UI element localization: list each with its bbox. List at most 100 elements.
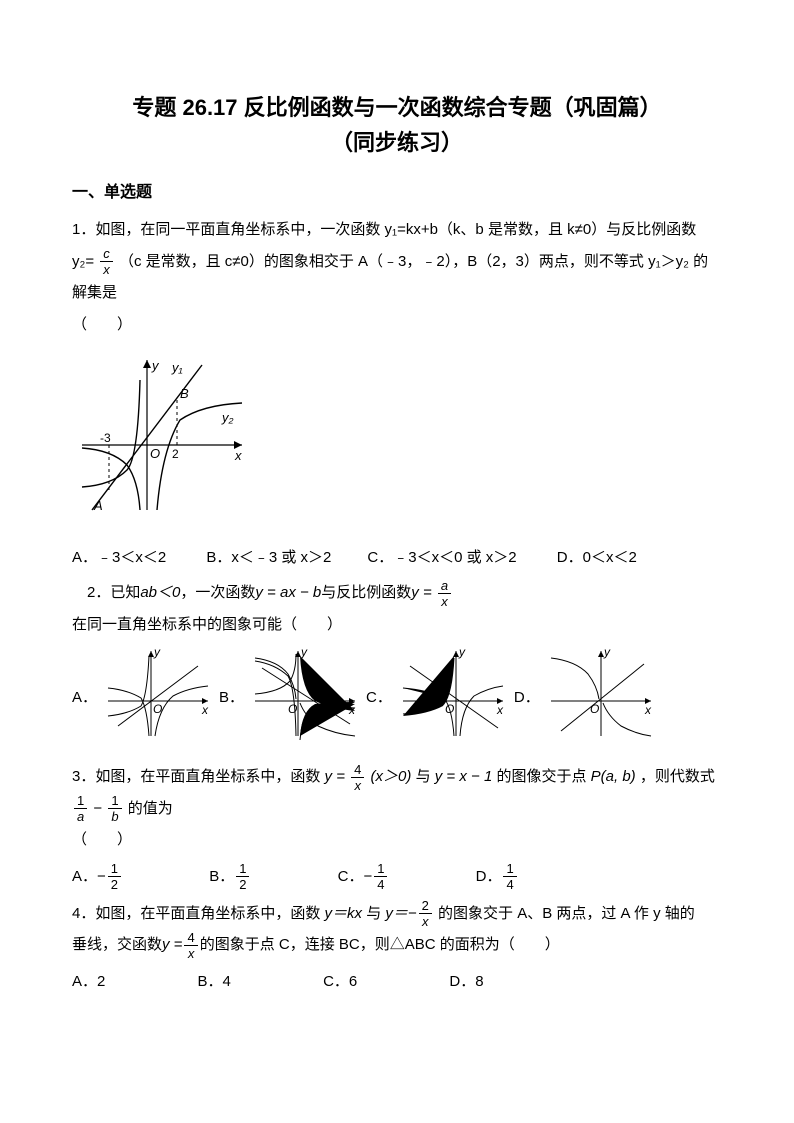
q4-p3: 的图象交于 A、B 两点，过 A 作 y 轴的 — [434, 905, 695, 922]
q4-optD: D．8 — [449, 967, 483, 997]
svg-text:x: x — [644, 703, 652, 717]
svg-text:O: O — [153, 702, 162, 716]
q3-f2-den: b — [108, 809, 121, 823]
q4-frac1: 2x — [419, 899, 432, 928]
q1-optC: C．﹣3＜x＜0 或 x＞2 — [367, 543, 516, 573]
q3-minus: − — [93, 800, 102, 817]
q2-prefix: 2．已知 — [72, 584, 140, 601]
q1-label-B: B — [180, 386, 189, 401]
section-heading: 一、单选题 — [72, 178, 722, 202]
q4-optA: A．2 — [72, 967, 105, 997]
q2-mid1: ，一次函数 — [180, 584, 255, 601]
q4-options: A．2 B．4 C．6 D．8 — [72, 967, 722, 997]
q3-optD: D．14 — [476, 862, 519, 892]
q4-p5: 的图象于点 C，连接 BC，则△ABC 的面积为（ ） — [200, 936, 560, 953]
q1-part3: （ ） — [72, 316, 132, 333]
q4-optB: B．4 — [198, 967, 231, 997]
svg-text:x: x — [496, 703, 504, 717]
q2-lblA: A． — [72, 686, 97, 707]
q3-p1: 3．如图，在平面直角坐标系中，函数 — [72, 768, 320, 785]
q4-optC: C．6 — [323, 967, 357, 997]
q1-label-y: y — [151, 358, 160, 373]
q4-eq1: y＝kx — [325, 905, 363, 922]
q1-tick-2: 2 — [172, 447, 179, 461]
q3-optC: C．−14 — [338, 862, 390, 892]
svg-text:y: y — [300, 646, 308, 659]
q2-graphD: y x O — [546, 646, 656, 747]
q3-eq1-post: (x＞0) — [371, 768, 412, 785]
q2-text: 2．已知ab＜0，一次函数y = ax − b与反比例函数y = a x 在同一… — [72, 577, 722, 640]
q1-optB: B．x＜﹣3 或 x＞2 — [206, 543, 331, 573]
q3-p2: 与 — [416, 768, 431, 785]
q4-frac2: 4x — [184, 931, 197, 960]
q2-graphA: y x O — [103, 646, 213, 747]
svg-text:O: O — [288, 702, 297, 716]
q1-label-x: x — [234, 448, 242, 463]
q1-options: A．﹣3＜x＜2 B．x＜﹣3 或 x＞2 C．﹣3＜x＜0 或 x＞2 D．0＜… — [72, 543, 722, 573]
q3-optA: A．−12 — [72, 862, 123, 892]
q1-text: 1．如图，在同一平面直角坐标系中，一次函数 y₁=kx+b（k、b 是常数，且 … — [72, 214, 722, 340]
q3-frac-a: 1 a — [74, 794, 87, 823]
q3-frac1: 4 x — [351, 763, 364, 792]
q1-frac-num: c — [100, 247, 113, 262]
q3-p6: （ ） — [72, 831, 132, 848]
q3-eq1-num: 4 — [351, 763, 364, 778]
q2-graphB: y x O — [250, 646, 360, 747]
q2-options-row: A． y x O B． — [72, 646, 722, 747]
q4-p4: 垂线，交函数 — [72, 936, 162, 953]
q4-text: 4．如图，在平面直角坐标系中，函数 y＝kx 与 y＝−2x 的图象交于 A、B… — [72, 898, 722, 961]
q1-graph-wrap: y y₁ y₂ B A O x -3 2 — [72, 350, 722, 525]
q3-p5: 的值为 — [128, 800, 173, 817]
q3-f2-num: 1 — [108, 794, 121, 809]
q1-part2: （c 是常数，且 c≠0）的图象相交于 A（﹣3，﹣2），B（2，3）两点，则不… — [72, 253, 708, 302]
svg-text:x: x — [348, 703, 356, 717]
q2-mid2: 与反比例函数 — [321, 584, 411, 601]
svg-text:O: O — [445, 702, 454, 716]
q1-label-O: O — [150, 446, 160, 461]
svg-text:y: y — [153, 646, 161, 659]
q3-pt: P(a, b) — [591, 768, 636, 785]
q3-f1-num: 1 — [74, 794, 87, 809]
title-line1: 专题 26.17 反比例函数与一次函数综合专题（巩固篇） — [72, 90, 722, 125]
q1-frac-den: x — [100, 262, 113, 276]
q2-frac-num: a — [438, 579, 451, 594]
q1-graph: y y₁ y₂ B A O x -3 2 — [72, 350, 252, 520]
q4-p2: 与 — [362, 905, 385, 922]
q2-frac: a x — [438, 579, 451, 608]
q3-eq1-den: x — [351, 778, 364, 792]
q1-label-y1: y₁ — [171, 360, 183, 375]
q1-optA: A．﹣3＜x＜2 — [72, 543, 166, 573]
q3-optB: B．12 — [209, 862, 251, 892]
q3-text: 3．如图，在平面直角坐标系中，函数 y = 4 x (x＞0) 与 y = x … — [72, 761, 722, 856]
q4-p1: 4．如图，在平面直角坐标系中，函数 — [72, 905, 325, 922]
svg-text:y: y — [603, 646, 611, 659]
q1-tick-m3: -3 — [100, 431, 111, 445]
q2-eq2-pre: y = — [411, 584, 431, 601]
title-line2: （同步练习） — [72, 125, 722, 160]
q2-frac-den: x — [438, 594, 451, 608]
q3-options: A．−12 B．12 C．−14 D．14 — [72, 862, 722, 892]
q2-lblC: C． — [366, 686, 392, 707]
svg-text:y: y — [458, 646, 466, 659]
q1-label-A: A — [93, 498, 103, 513]
q2-lblB: B． — [219, 686, 244, 707]
q1-label-y2: y₂ — [221, 410, 234, 425]
q2-cond: ab＜0 — [140, 584, 180, 601]
q4-eq2-pre: y＝− — [385, 905, 416, 922]
q1-optD: D．0＜x＜2 — [557, 543, 637, 573]
q2-lblD: D． — [514, 686, 540, 707]
q3-frac-b: 1 b — [108, 794, 121, 823]
q2-eq1: y = ax − b — [255, 584, 321, 601]
q3-eq2: y = x − 1 — [435, 768, 493, 785]
q3-p4: ，则代数式 — [640, 768, 715, 785]
q1-frac: c x — [100, 247, 113, 276]
q3-f1-den: a — [74, 809, 87, 823]
svg-text:O: O — [590, 702, 599, 716]
q4-eq3-pre: y = — [162, 936, 182, 953]
svg-text:x: x — [201, 703, 209, 717]
q3-eq1-pre: y = — [325, 768, 345, 785]
q2-graphC: y x O — [398, 646, 508, 747]
q3-p3: 的图像交于点 — [496, 768, 586, 785]
page: 专题 26.17 反比例函数与一次函数综合专题（巩固篇） （同步练习） 一、单选… — [0, 0, 794, 1123]
q2-mid3: 在同一直角坐标系中的图象可能（ ） — [72, 616, 342, 633]
